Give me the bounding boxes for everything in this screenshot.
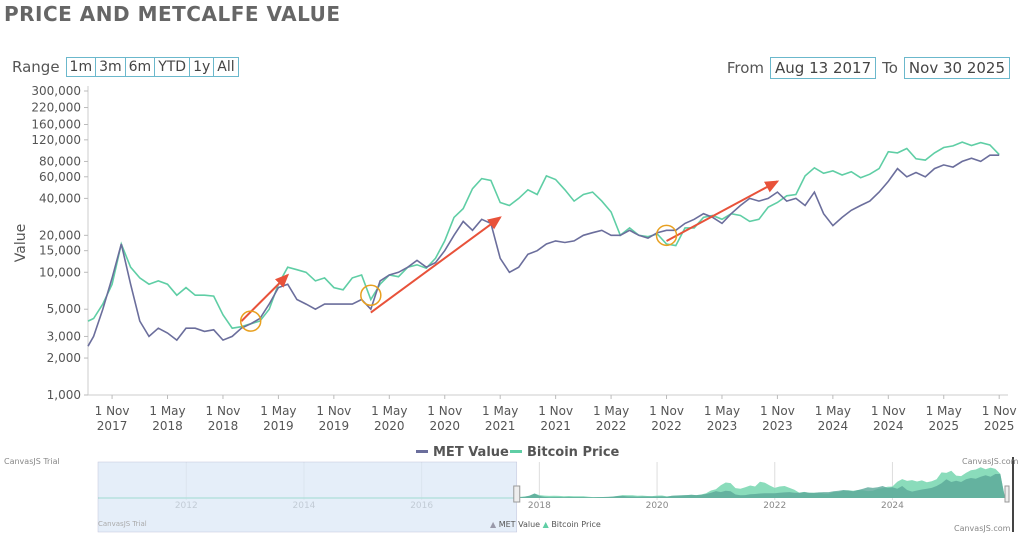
nav-trial-watermark: CanvasJS Trial [98,520,147,528]
site-watermark-top: CanvasJS.com [962,457,1019,466]
y-tick-label: 40,000 [39,191,81,205]
nav-left-handle[interactable] [513,485,521,503]
x-tick-label: 1 Nov 2025 [982,404,1017,433]
to-label: To [882,59,898,77]
y-tick-label: 60,000 [39,170,81,184]
nav-legend: ▲ MET Value ▲ Bitcoin Price [490,520,601,529]
legend[interactable]: MET Value Bitcoin Price [416,445,620,460]
highlight-circle [655,224,678,247]
x-tick-label: 1 May 2019 [260,404,296,433]
nav-x-label: 2012 [175,501,198,511]
nav-unselected-mask [97,461,518,533]
x-tick-label: 1 Nov 2024 [871,404,906,433]
trend-arrow [240,273,290,322]
x-tick-label: 1 Nov 2017 [95,404,130,433]
x-tick-label: 1 May 2018 [149,404,185,433]
y-axis-label: Value [13,224,29,262]
nav-right-handle[interactable] [1004,485,1010,503]
legend-bitcoin-price[interactable]: Bitcoin Price [527,445,620,460]
navigator[interactable]: 2012 2014 2016 2018 2020 2022 2024 [97,457,1014,533]
nav-x-label: 2018 [528,501,551,511]
trend-arrow [666,180,780,242]
nav-x-label: 2014 [293,501,316,511]
x-tick-label: 1 Nov 2022 [649,404,684,433]
y-tick-label: 2,000 [47,351,81,365]
x-tick-label: 1 Nov 2019 [316,404,351,433]
to-date-input[interactable]: Nov 30 2025 [903,57,1010,79]
nav-x-label: 2016 [410,501,433,511]
nav-area-bitcoin-price [514,467,1005,498]
legend-btc-marker [510,450,522,453]
legend-met-value[interactable]: MET Value [433,445,509,460]
page-title: PRICE AND METCALFE VALUE [4,2,341,26]
trend-arrow [370,216,502,314]
y-tick-label: 300,000 [31,84,81,98]
y-tick-label: 120,000 [31,133,81,147]
x-tick-label: 1 Nov 2020 [427,404,462,433]
x-tick-label: 1 Nov 2023 [760,404,795,433]
nav-x-label: 2024 [881,501,904,511]
series-line-bitcoin-price [87,141,1000,330]
x-tick-label: 1 Nov 2018 [206,404,241,433]
range-button-3m[interactable]: 3m [95,57,125,77]
x-tick-label: 1 May 2020 [371,404,407,433]
legend-met-marker [416,450,428,453]
nav-x-label: 2020 [646,501,669,511]
y-tick-label: 5,000 [47,302,81,316]
range-selector: Range 1m 3m 6m YTD 1y All [12,57,239,77]
navigator-bg [98,462,1005,532]
nav-x-label: 2022 [763,501,786,511]
y-tick-label: 15,000 [39,244,81,258]
range-label: Range [12,58,60,76]
highlight-circle [360,284,382,306]
y-tick-label: 80,000 [39,154,81,168]
y-tick-label: 1,000 [47,388,81,402]
range-button-ytd[interactable]: YTD [154,57,190,77]
highlight-circle [239,310,262,332]
x-tick-label: 1 May 2023 [704,404,740,433]
range-button-all[interactable]: All [213,57,239,77]
nav-area-met-value [514,474,1005,498]
from-label: From [726,59,765,77]
range-button-1y[interactable]: 1y [189,57,214,77]
y-tick-label: 220,000 [31,101,81,115]
y-tick-label: 10,000 [39,265,81,279]
site-watermark: CanvasJS.com [954,524,1011,533]
range-button-6m[interactable]: 6m [124,57,155,77]
date-range: From Aug 13 2017 To Nov 30 2025 [727,57,1010,79]
trial-watermark: CanvasJS Trial [4,457,60,466]
from-date-input[interactable]: Aug 13 2017 [770,57,877,79]
x-tick-label: 1 Nov 2021 [538,404,573,433]
x-tick-label: 1 May 2021 [482,404,518,433]
y-tick-label: 20,000 [39,228,81,242]
y-tick-label: 3,000 [47,329,81,343]
range-button-1m[interactable]: 1m [65,57,96,77]
x-tick-label: 1 May 2025 [926,404,962,433]
y-tick-label: 160,000 [31,118,81,132]
series-line-met-value [87,154,1000,347]
x-tick-label: 1 May 2022 [593,404,629,433]
x-tick-label: 1 May 2024 [815,404,851,433]
